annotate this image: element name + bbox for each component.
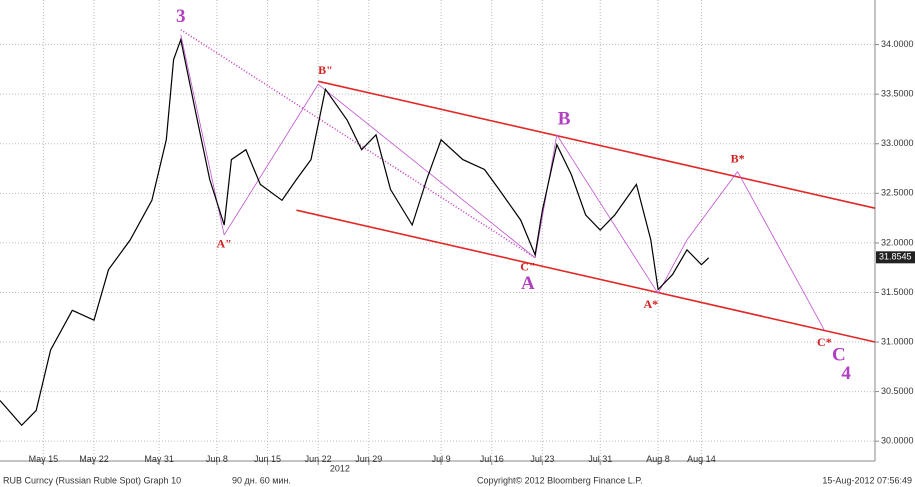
wave-label: A* — [643, 297, 658, 311]
last-value-box — [876, 251, 915, 264]
x-tick-label: Jun 8 — [206, 454, 228, 464]
footer-copyright: Copyright© 2012 Bloomberg Finance L.P. — [477, 475, 643, 485]
x-tick-label: Jul 23 — [530, 454, 554, 464]
x-tick-label: Jul 9 — [432, 454, 451, 464]
y-tick-label: 30.0000 — [881, 436, 914, 446]
x-tick-label: Aug 8 — [646, 454, 670, 464]
y-tick-label: 31.5000 — [881, 287, 914, 297]
trendline — [296, 209, 876, 343]
footer-timestamp: 15-Aug-2012 07:56:49 — [822, 475, 912, 485]
x-tick-label: May 31 — [144, 454, 174, 464]
x-tick-label: May 22 — [79, 454, 109, 464]
y-tick-label: 34.0000 — [881, 39, 914, 49]
x-tick-label: Jun 29 — [355, 454, 382, 464]
trendline — [223, 84, 319, 236]
wave-label: A — [521, 273, 535, 294]
y-tick-label: 32.0000 — [881, 237, 914, 247]
x-year-label: 2012 — [330, 463, 350, 473]
x-tick-label: Jul 16 — [480, 454, 504, 464]
x-tick-label: May 15 — [29, 454, 59, 464]
wave-label: A" — [217, 237, 232, 251]
wave-label: C" — [520, 259, 535, 273]
trendline — [737, 171, 825, 331]
trendline — [317, 83, 536, 259]
y-tick-label: 33.0000 — [881, 138, 914, 148]
wave-label: B* — [731, 151, 745, 165]
footer-source: RUB Curncy (Russian Ruble Spot) Graph 10 — [3, 475, 181, 485]
wave-label: B — [558, 108, 571, 129]
y-tick-label: 30.5000 — [881, 386, 914, 396]
y-tick-label: 31.0000 — [881, 336, 914, 346]
wave-label: C — [832, 344, 846, 365]
footer-period: 90 дн. 60 мин. — [232, 475, 291, 485]
x-tick-label: Jun 22 — [305, 454, 332, 464]
wave-label: B" — [318, 63, 333, 77]
x-tick-label: Jun 15 — [254, 454, 281, 464]
trendline — [318, 80, 876, 209]
x-tick-label: Jul 31 — [588, 454, 612, 464]
last-value-label: 31.8545 — [879, 252, 912, 262]
trendline — [556, 134, 659, 294]
y-tick-label: 32.5000 — [881, 188, 914, 198]
wave-label: C* — [817, 335, 832, 349]
price-line — [0, 37, 710, 427]
wave-label: 3 — [176, 6, 186, 27]
wave-label: 4 — [841, 363, 851, 384]
trendline — [180, 29, 536, 259]
x-tick-label: Aug 14 — [687, 454, 716, 464]
y-tick-label: 33.5000 — [881, 89, 914, 99]
trendline — [686, 171, 738, 241]
